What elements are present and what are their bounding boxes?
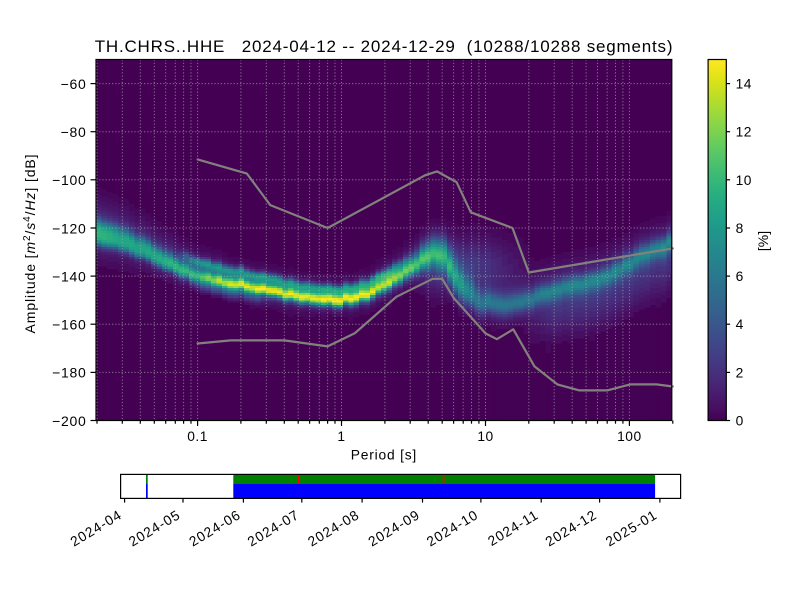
svg-text:12: 12 [736,125,752,140]
svg-text:14: 14 [736,77,752,92]
svg-text:0.1: 0.1 [187,429,208,444]
svg-text:8: 8 [736,221,744,236]
svg-text:−60: −60 [61,76,87,92]
svg-text:Period [s]: Period [s] [351,447,417,462]
svg-text:10: 10 [477,429,493,444]
svg-text:100: 100 [617,429,642,444]
svg-text:2: 2 [736,365,744,380]
svg-text:TH.CHRS..HHE 2024-04-12 -- 2: TH.CHRS..HHE 2024-04-12 -- 2024-12-29 (1… [95,37,674,56]
svg-text:[%]: [%] [755,231,771,251]
svg-text:10: 10 [736,173,752,188]
svg-text:−120: −120 [52,220,86,236]
svg-text:−200: −200 [52,413,86,429]
svg-text:−140: −140 [52,268,86,284]
svg-text:1: 1 [337,429,345,444]
svg-text:−80: −80 [61,124,87,140]
svg-text:4: 4 [736,317,744,332]
svg-text:−160: −160 [52,317,86,333]
svg-text:6: 6 [736,269,744,284]
svg-text:Amplitude [m2/s4/Hz] [dB]: Amplitude [m2/s4/Hz] [dB] [22,154,38,334]
svg-text:−100: −100 [52,172,86,188]
svg-text:−180: −180 [52,365,86,381]
svg-text:0: 0 [736,414,744,429]
